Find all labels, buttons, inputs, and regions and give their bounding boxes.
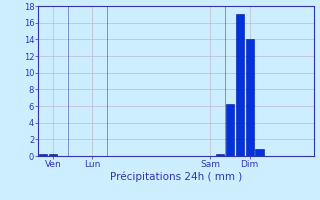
Bar bbox=[245, 39, 254, 156]
Bar bbox=[226, 104, 234, 156]
X-axis label: Précipitations 24h ( mm ): Précipitations 24h ( mm ) bbox=[110, 172, 242, 182]
Bar bbox=[39, 154, 47, 156]
Bar bbox=[49, 154, 57, 156]
Bar bbox=[255, 149, 264, 156]
Bar bbox=[236, 14, 244, 156]
Bar bbox=[216, 154, 224, 156]
